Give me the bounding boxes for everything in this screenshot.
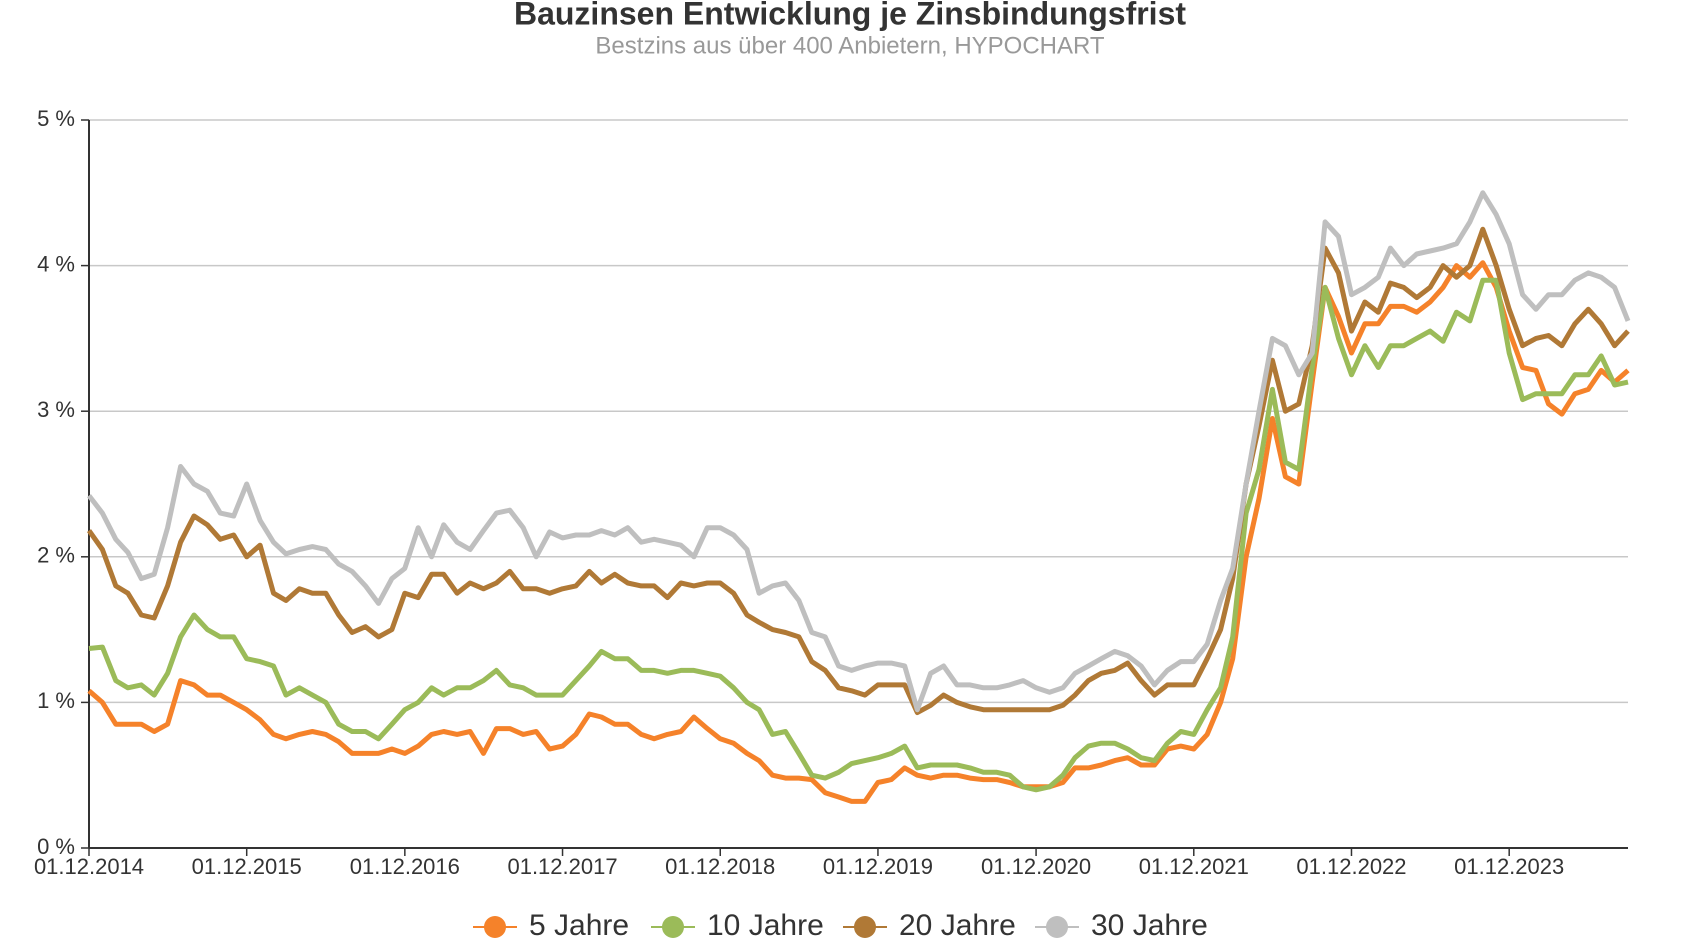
legend-marker xyxy=(662,916,684,938)
y-tick-label: 0 % xyxy=(37,834,75,859)
legend-marker xyxy=(1046,916,1068,938)
y-tick-label: 5 % xyxy=(37,106,75,131)
legend-item[interactable]: 30 Jahre xyxy=(1035,909,1208,942)
chart-title: Bauzinsen Entwicklung je Zinsbindungsfri… xyxy=(514,0,1186,31)
legend-item[interactable]: 10 Jahre xyxy=(651,909,824,942)
legend-marker xyxy=(484,916,506,938)
x-tick-label: 01.12.2014 xyxy=(34,854,144,879)
x-tick-label: 01.12.2020 xyxy=(981,854,1091,879)
x-tick-label: 01.12.2018 xyxy=(665,854,775,879)
legend-item[interactable]: 20 Jahre xyxy=(843,909,1016,942)
y-tick-label: 3 % xyxy=(37,397,75,422)
series-line xyxy=(88,277,1629,793)
x-tick-label: 01.12.2017 xyxy=(507,854,617,879)
series-line xyxy=(87,260,1630,804)
chart-subtitle: Bestzins aus über 400 Anbietern, HYPOCHA… xyxy=(595,32,1104,59)
legend-label: 30 Jahre xyxy=(1091,909,1208,942)
x-tick-label: 01.12.2023 xyxy=(1454,854,1564,879)
x-tick-label: 01.12.2019 xyxy=(823,854,933,879)
y-tick-label: 2 % xyxy=(37,543,75,568)
legend-label: 5 Jahre xyxy=(529,909,629,942)
series-line xyxy=(87,190,1631,713)
series-line xyxy=(86,226,1630,716)
legend-marker xyxy=(854,916,876,938)
y-tick-label: 1 % xyxy=(37,688,75,713)
legend-label: 10 Jahre xyxy=(707,909,824,942)
x-tick-label: 01.12.2015 xyxy=(192,854,302,879)
y-tick-label: 4 % xyxy=(37,251,75,276)
legend-item[interactable]: 5 Jahre xyxy=(473,909,629,942)
x-tick-label: 01.12.2016 xyxy=(350,854,460,879)
legend-label: 20 Jahre xyxy=(899,909,1016,942)
x-tick-label: 01.12.2022 xyxy=(1296,854,1406,879)
x-tick-label: 01.12.2021 xyxy=(1139,854,1249,879)
